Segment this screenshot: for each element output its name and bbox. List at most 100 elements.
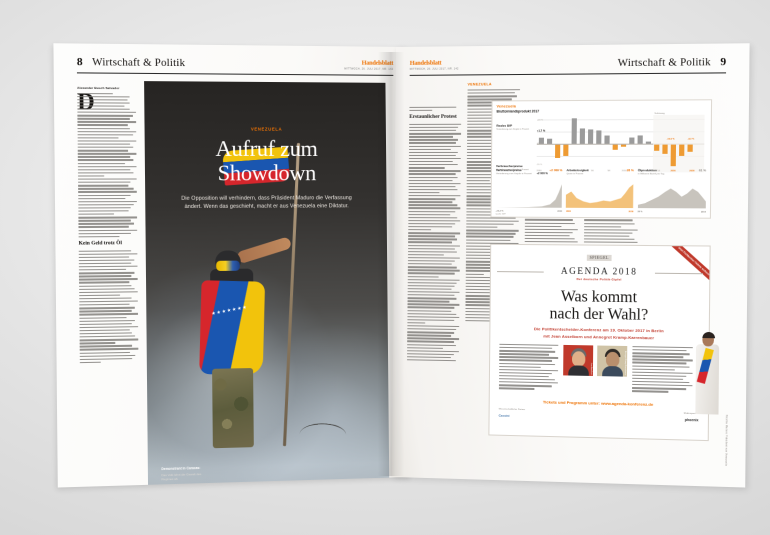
area-sub-1: Veränderung zum Vorjahr in Prozent [495, 172, 532, 175]
ad-columns: Jean Asselborn Annegret Kramp-Karrenbaue… [490, 338, 709, 396]
bar-2006 [587, 129, 593, 144]
right-page: Handelsblatt MITTWOCH, 26. JULI 2017, NR… [391, 43, 750, 488]
portrait-kramp-karrenbauer: Annegret Kramp-Karrenbauer [597, 345, 628, 377]
maduro-photo [689, 328, 726, 417]
hero-dek: Die Opposition will verhindern, dass Prä… [181, 195, 352, 211]
bar-2010 [620, 144, 626, 147]
portrait-name-left: Jean Asselborn [589, 362, 593, 375]
left-page-header: 8 Wirtschaft & Politik Handelsblatt MITT… [77, 56, 393, 71]
photo-caption: Demonstrant in Caracas: Das Volk lehnt d… [161, 465, 211, 482]
body-icon-2 [601, 365, 623, 377]
bar-chart: Schätzung [537, 113, 705, 173]
ad-text-left [498, 343, 559, 392]
left-page: 8 Wirtschaft & Politik Handelsblatt MITT… [53, 43, 412, 488]
section-title-right: Wirtschaft & Politik [617, 57, 711, 70]
infographic-title: Bruttoinlandsprodukt 2017 [496, 109, 540, 114]
infographic-header: Venezuela Bruttoinlandsprodukt 2017 [492, 100, 711, 113]
masthead-left: Handelsblatt [361, 59, 394, 67]
area-chart-arbeitslosigkeit: Arbeitslosigkeit Quote in Prozent 28 % 2… [566, 168, 634, 213]
area-start-1: +16,2 % [495, 210, 504, 213]
page-number-right: 9 [720, 55, 727, 69]
hero-headline: Aufruf zum Showdown [145, 135, 387, 186]
left-article-column: Alexander Busch Salvador D [77, 85, 139, 365]
ylabel-zero: ±0 % [536, 142, 542, 145]
area-chart-oelproduktion: Ölproduktion in Millionen Barrel pro Tag… [638, 168, 707, 213]
header-rule-right [409, 72, 727, 76]
ad-headline: Was kommt nach der Wahl? [490, 287, 709, 325]
issue-line-left: MITTWOCH, 26. JULI 2017, NR. 142 [344, 67, 394, 71]
maduro-caption: Nicolás Maduro Präsident von Venezuela [724, 415, 727, 467]
bar-2016 [670, 144, 676, 166]
camouflage-trousers [212, 368, 254, 449]
bar-2013 [645, 141, 651, 144]
subhead-kein-geld: Kein Geld trotz Öl [78, 240, 122, 247]
chart-source: Quelle: IWF [495, 213, 506, 216]
area-endyear-1: 2018 [557, 210, 563, 213]
bar-2018 [687, 144, 693, 152]
area-title-3: Ölproduktion [637, 168, 657, 173]
page-number-left: 8 [76, 55, 83, 69]
area-value-1: +2 000 % [549, 168, 563, 173]
headline-line-2: Showdown [217, 160, 317, 186]
bar-2017 [679, 144, 684, 156]
area-sub-3: in Millionen Barrel pro Tag [637, 172, 665, 175]
area-value-3: 61 % [698, 168, 707, 173]
area-endyear-2: 2018 [628, 211, 634, 214]
gas-mask-icon [216, 260, 240, 271]
area-sub-2: Quote in Prozent [566, 172, 584, 175]
bar-2015 [662, 144, 668, 154]
hero-photo: ★★★★★★★ Venezuela Aufruf zum Showdown Di… [144, 81, 390, 488]
article-body-left: D [77, 88, 138, 238]
photo-caption-text: Das Volk lehnt die Gewalt des Regimes ab… [161, 472, 202, 482]
portrait-name-right: Annegret Kramp-Karrenbauer [623, 351, 627, 376]
area-chart-verbraucherpreise: Verbraucherpreise Veränderung zum Vorjah… [496, 168, 563, 213]
partner-logo-left: Cassini [498, 413, 510, 419]
wire [298, 420, 348, 449]
bar-2011 [629, 137, 635, 144]
bar-2004 [571, 118, 577, 144]
bar-2012 [637, 135, 643, 144]
right-column-1: Erstaunlicher Protest [406, 83, 462, 364]
masthead-right: Handelsblatt [409, 59, 442, 67]
chart-legend-left: Reales BIP Veränderung zum Vorjahr in Pr… [496, 124, 535, 132]
ad-portraits: Jean Asselborn Annegret Kramp-Karrenbaue… [563, 344, 628, 394]
area-plot-2 [566, 183, 634, 209]
spiegel-logo: SPIEGEL [586, 254, 613, 261]
right-page-header: Handelsblatt MITTWOCH, 26. JULI 2017, NR… [410, 56, 726, 71]
advertisement[interactable]: Jetzt Frühbucher-Tickets sichern! SPIEGE… [488, 243, 711, 442]
header-rule-left [76, 72, 394, 76]
hair [701, 331, 715, 338]
bar-2005 [579, 128, 585, 144]
bar-2003 [563, 144, 569, 156]
byline: Alexander Busch Salvador [77, 85, 120, 91]
forecast-label: Schätzung [654, 112, 665, 115]
face-icon [571, 351, 585, 367]
area-plot-1 [495, 183, 563, 208]
ad-headline-line-2: nach der Wahl? [549, 305, 649, 324]
portrait-asselborn: Jean Asselborn [563, 344, 594, 376]
infographic: Venezuela Bruttoinlandsprodukt 2017 Real… [490, 99, 713, 219]
issue-line-right: MITTWOCH, 26. JULI 2017, NR. 142 [409, 67, 459, 71]
ylabel-top: +20 % [537, 119, 543, 122]
ylabel-bottom: -20 % [536, 164, 542, 167]
bar-2014 [654, 144, 659, 151]
subhead-erstaunlicher-protest: Erstaunlicher Protest [409, 114, 457, 121]
area-plot-3 [637, 184, 706, 209]
area-value-2: 28 % [626, 168, 634, 173]
legend-label-bip: Reales BIP [496, 123, 513, 128]
bar-annotation-2016: -16,5 % [666, 138, 675, 141]
bar-2001 [546, 138, 552, 144]
bar-2002 [555, 144, 560, 158]
area-startyear-2: 2000 [566, 210, 571, 213]
bar-2009 [612, 144, 618, 150]
face-icon-2 [605, 351, 619, 368]
value-bip: +1,7 % [536, 129, 546, 133]
article-body-left-2 [78, 249, 139, 364]
bar-annotation-2018: -4,3 % [687, 138, 695, 141]
hero-kicker: Venezuela [250, 126, 283, 132]
body-icon [567, 365, 589, 376]
headline-line-1: Aufruf zum [215, 135, 318, 162]
area-start-3: 28 % [637, 211, 643, 214]
